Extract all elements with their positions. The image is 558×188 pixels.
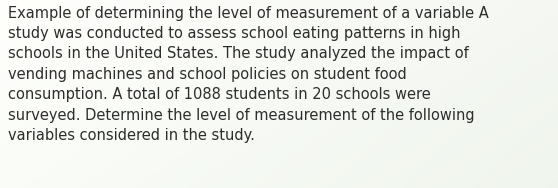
Text: Example of determining the level of measurement of a variable A
study was conduc: Example of determining the level of meas… bbox=[8, 6, 489, 143]
